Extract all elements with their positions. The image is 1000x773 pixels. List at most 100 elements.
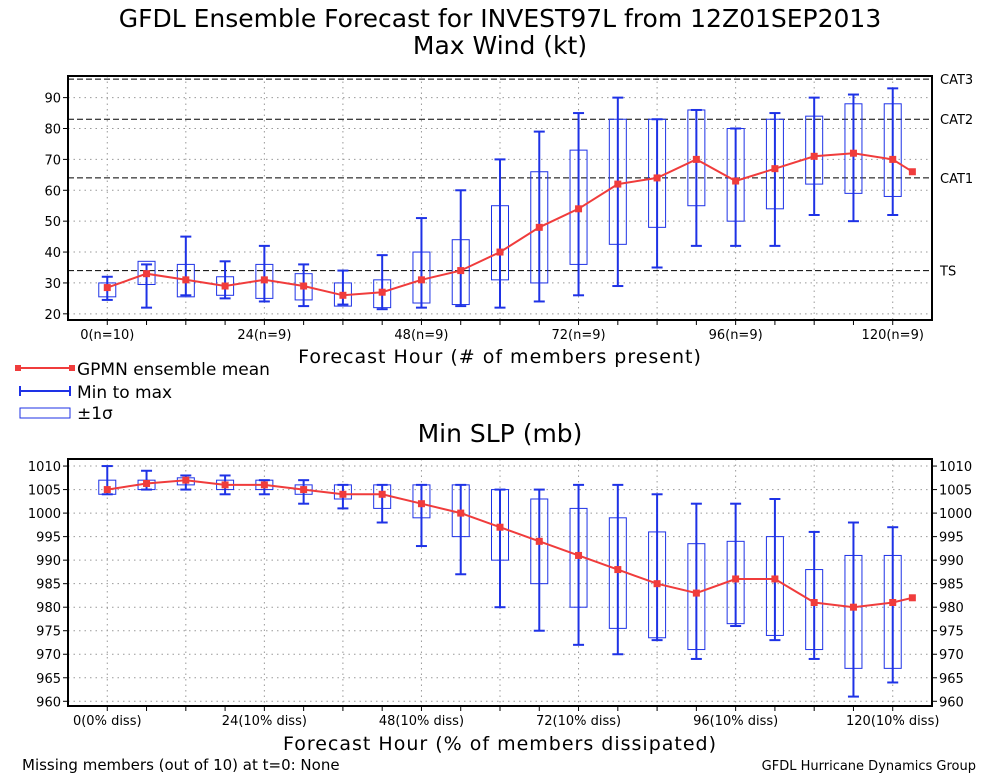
wind-panel: TS CAT1 CAT2 CAT3 20 30 40 50 60 70 80 90 0(n=10) 24(… [44, 73, 973, 343]
wind-panel-title: Max Wind (kt) [413, 31, 587, 60]
mean-point [732, 575, 740, 583]
x-tick-label: 24(n=9) [237, 328, 291, 343]
y-tick-label-right: 970 [939, 648, 964, 663]
y-tick-label: 80 [44, 123, 61, 138]
reference-line-label: CAT3 [940, 73, 973, 88]
x-tick-label: 96(10% diss) [693, 714, 778, 729]
y-tick-label: 20 [44, 308, 61, 323]
mean-point [810, 152, 818, 160]
mean-point [496, 523, 504, 531]
y-tick-label: 985 [36, 578, 61, 593]
legend-mean-marker-left [15, 365, 21, 371]
mean-point [457, 509, 465, 517]
legend-mean-marker-right [69, 365, 75, 371]
mean-point [300, 486, 308, 494]
y-tick-label-right: 975 [939, 625, 964, 640]
x-tick-label: 48(10% diss) [379, 714, 464, 729]
y-tick-label-right: 985 [939, 578, 964, 593]
x-tick-label: 72(10% diss) [536, 714, 621, 729]
x-tick-label: 72(n=9) [551, 328, 605, 343]
mean-point [535, 223, 543, 231]
y-tick-label: 60 [44, 184, 61, 199]
footer-credit: GFDL Hurricane Dynamics Group [762, 759, 976, 773]
mean-point [535, 537, 543, 545]
mean-point [771, 575, 779, 583]
y-tick-label: 970 [36, 648, 61, 663]
y-tick-label-right: 960 [939, 695, 964, 710]
figure-title: GFDL Ensemble Forecast for INVEST97L fro… [119, 4, 882, 33]
x-tick-label: 0(n=10) [80, 328, 134, 343]
mean-point [378, 490, 386, 498]
y-tick-label-right: 1010 [939, 460, 972, 475]
mean-point [908, 594, 916, 602]
footer-missing-members: Missing members (out of 10) at t=0: None [22, 756, 340, 773]
mean-point [339, 490, 347, 498]
mean-point [103, 486, 111, 494]
reference-line-label: CAT2 [940, 113, 973, 128]
mean-point [653, 580, 661, 588]
mean-point [260, 276, 268, 284]
slp-panel: 960 960 965 965 970 970 975 975 980 980 985 985 990 9… [28, 458, 972, 729]
y-tick-label: 1005 [28, 484, 61, 499]
legend-sigma-label: ±1σ [77, 404, 113, 424]
mean-point [103, 284, 111, 292]
mean-point [182, 276, 190, 284]
mean-point [378, 288, 386, 296]
y-tick-label: 30 [44, 277, 61, 292]
mean-point [457, 267, 465, 275]
y-tick-label: 975 [36, 625, 61, 640]
mean-point [143, 270, 151, 278]
wind-x-axis-label: Forecast Hour (# of members present) [298, 346, 702, 368]
mean-point [339, 291, 347, 299]
mean-point [221, 282, 229, 290]
reference-line-label: CAT1 [940, 172, 973, 187]
mean-point [300, 282, 308, 290]
y-tick-label: 1000 [28, 507, 61, 522]
reference-line-label: TS [939, 265, 956, 280]
y-tick-label: 50 [44, 215, 61, 230]
mean-point [417, 276, 425, 284]
mean-point [496, 248, 504, 256]
mean-point [614, 566, 622, 574]
legend: GPMN ensemble mean Min to max ±1σ [15, 360, 270, 424]
mean-point [575, 205, 583, 213]
mean-line [106, 152, 913, 297]
x-tick-label: 24(10% diss) [222, 714, 307, 729]
y-tick-label: 965 [36, 672, 61, 687]
mean-point [143, 479, 151, 487]
mean-point [417, 500, 425, 508]
x-tick-label: 96(n=9) [709, 328, 763, 343]
mean-point [575, 551, 583, 559]
y-tick-label: 90 [44, 92, 61, 107]
y-tick-label-right: 980 [939, 601, 964, 616]
x-tick-label: 0(0% diss) [73, 714, 142, 729]
mean-point [889, 155, 897, 163]
mean-point [771, 165, 779, 173]
mean-point [692, 155, 700, 163]
mean-point [889, 598, 897, 606]
y-tick-label: 990 [36, 554, 61, 569]
mean-point [732, 177, 740, 185]
y-tick-label: 995 [36, 531, 61, 546]
mean-line [107, 479, 913, 609]
slp-panel-title: Min SLP (mb) [418, 419, 583, 448]
mean-point [182, 476, 190, 484]
legend-sigma-box [19, 407, 71, 419]
y-tick-label-right: 990 [939, 554, 964, 569]
y-tick-label: 40 [44, 246, 61, 261]
mean-point [849, 149, 857, 157]
y-tick-label: 70 [44, 153, 61, 168]
mean-point [653, 174, 661, 182]
y-tick-label-right: 965 [939, 672, 964, 687]
mean-point [908, 168, 916, 176]
y-tick-label-right: 995 [939, 531, 964, 546]
y-tick-label: 960 [36, 695, 61, 710]
slp-x-axis-label: Forecast Hour (% of members dissipated) [283, 733, 717, 755]
mean-point [614, 180, 622, 188]
mean-point [221, 481, 229, 489]
mean-point [692, 589, 700, 597]
mean-point [810, 598, 818, 606]
mean-point [849, 603, 857, 611]
x-tick-label: 120(10% diss) [846, 714, 939, 729]
